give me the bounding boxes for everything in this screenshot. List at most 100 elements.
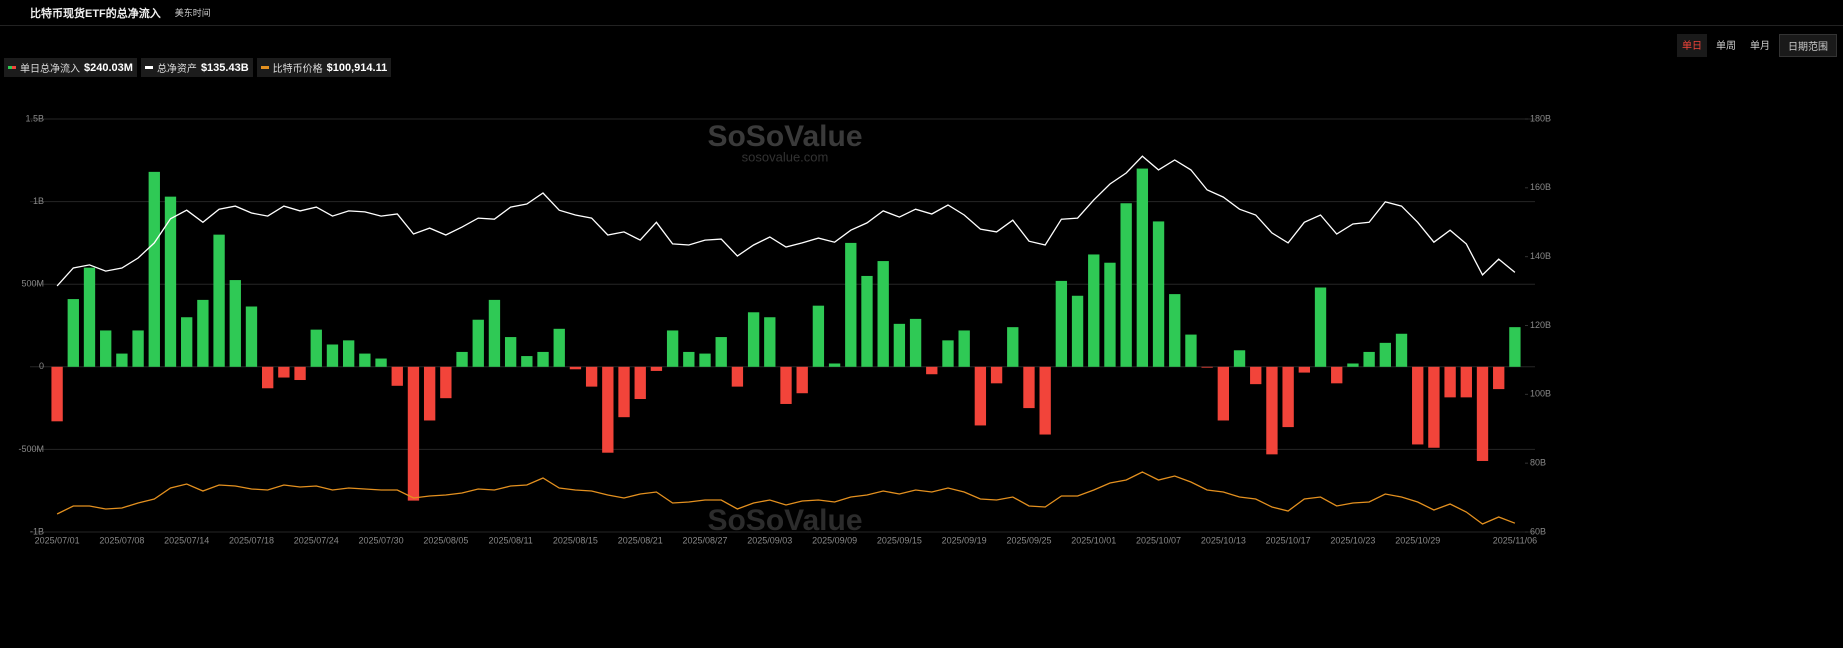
bar (521, 356, 533, 367)
bar (796, 366, 808, 394)
x-tick-label: 2025/08/05 (423, 535, 468, 545)
bar (456, 351, 468, 367)
timezone[interactable]: 美东时间 (174, 8, 211, 18)
x-tick-label: 2025/07/14 (164, 535, 209, 545)
bar (1250, 366, 1262, 385)
x-tick-label: 2025/10/17 (1266, 535, 1311, 545)
y-tick-label: -1B (30, 526, 44, 536)
bar (310, 329, 322, 367)
bar (602, 366, 614, 453)
bar (585, 366, 598, 387)
bar (1233, 350, 1246, 367)
bar (440, 366, 452, 399)
bar (764, 317, 776, 367)
x-tick-label: 2025/10/07 (1136, 535, 1181, 545)
bar (67, 299, 79, 367)
legend-value: $240.03M (84, 61, 133, 74)
legend-item: 比特币价格 $100,914.11 (256, 58, 392, 77)
y-tick-label: 1B (33, 196, 44, 206)
bar (1185, 334, 1197, 367)
legend-name: 单日总净流入 (20, 64, 80, 75)
legend-item: 总净资产 $135.43B (140, 58, 253, 77)
x-tick-label: 2025/09/03 (747, 535, 792, 545)
watermark: sosovalue.com (742, 149, 829, 164)
x-tick-label: 2025/07/01 (35, 535, 80, 545)
y2-tick-label: 100B (1530, 389, 1551, 399)
x-tick-label: 2025/07/30 (359, 535, 404, 545)
bar (634, 366, 646, 400)
bar (342, 340, 355, 367)
bar (51, 366, 63, 422)
bar (294, 366, 306, 381)
bar (861, 275, 873, 367)
period-button[interactable]: 单周 (1716, 41, 1736, 52)
bar (148, 171, 160, 367)
x-tick-label: 2025/09/15 (877, 535, 922, 545)
bar (1363, 351, 1375, 367)
header: 比特币现货ETF的总净流入 美东时间 (0, 0, 1843, 26)
bar (262, 366, 274, 389)
range-button[interactable]: 日期范围 (1779, 34, 1837, 57)
y2-tick-label: 160B (1530, 182, 1551, 192)
bar (278, 366, 290, 378)
x-tick-label: 2025/08/21 (618, 535, 663, 545)
bar (423, 366, 436, 421)
x-tick-label: 2025/07/18 (229, 535, 274, 545)
x-tick-label: 2025/08/15 (553, 535, 598, 545)
y2-tick-label: 60B (1530, 526, 1546, 536)
bar (1331, 366, 1343, 384)
bar (1493, 366, 1505, 390)
bar (958, 330, 970, 367)
legend-value: $135.43B (200, 61, 249, 74)
bar (245, 306, 258, 367)
legend-swatch (260, 66, 269, 69)
bar (1444, 366, 1456, 398)
bar (1007, 327, 1019, 367)
bar (845, 242, 857, 367)
bar (1136, 168, 1149, 367)
bar (1412, 366, 1424, 445)
bar (828, 363, 841, 367)
x-tick-label: 2025/11/06 (1493, 535, 1537, 545)
bar (229, 280, 241, 367)
bar (132, 330, 144, 367)
bar (1395, 333, 1408, 367)
bar (391, 366, 403, 386)
bar (181, 317, 193, 367)
bar (926, 366, 938, 375)
period-button[interactable]: 单日 (1677, 34, 1707, 57)
bar (1314, 287, 1327, 367)
bar (1120, 203, 1132, 367)
y2-tick-label: 120B (1530, 320, 1551, 330)
bar (1071, 295, 1084, 367)
x-tick-label: 2025/09/09 (812, 535, 857, 545)
bar (197, 299, 209, 367)
legend-name: 比特币价格 (272, 64, 323, 75)
bar (569, 366, 582, 370)
bar (780, 366, 792, 404)
bar (116, 353, 128, 367)
period-button[interactable]: 单月 (1750, 41, 1770, 52)
bar (1039, 366, 1051, 435)
bar (553, 328, 565, 367)
bar (747, 312, 760, 367)
bar (650, 366, 663, 371)
line (56, 155, 1516, 287)
bar (83, 267, 96, 367)
bar (909, 318, 922, 367)
bar (1282, 366, 1294, 428)
bar (974, 366, 987, 426)
bar (1152, 221, 1165, 367)
y-tick-label: -500M (18, 444, 44, 454)
y2-tick-label: 180B (1530, 113, 1551, 123)
x-tick-label: 2025/10/01 (1071, 535, 1116, 545)
x-tick-label: 2025/07/24 (294, 535, 339, 545)
bar (666, 330, 679, 367)
bar (877, 261, 889, 367)
bar (990, 366, 1003, 384)
bar (715, 337, 727, 367)
bar (1347, 363, 1359, 367)
watermark: SoSoValue (707, 504, 862, 537)
bar (1298, 366, 1310, 373)
